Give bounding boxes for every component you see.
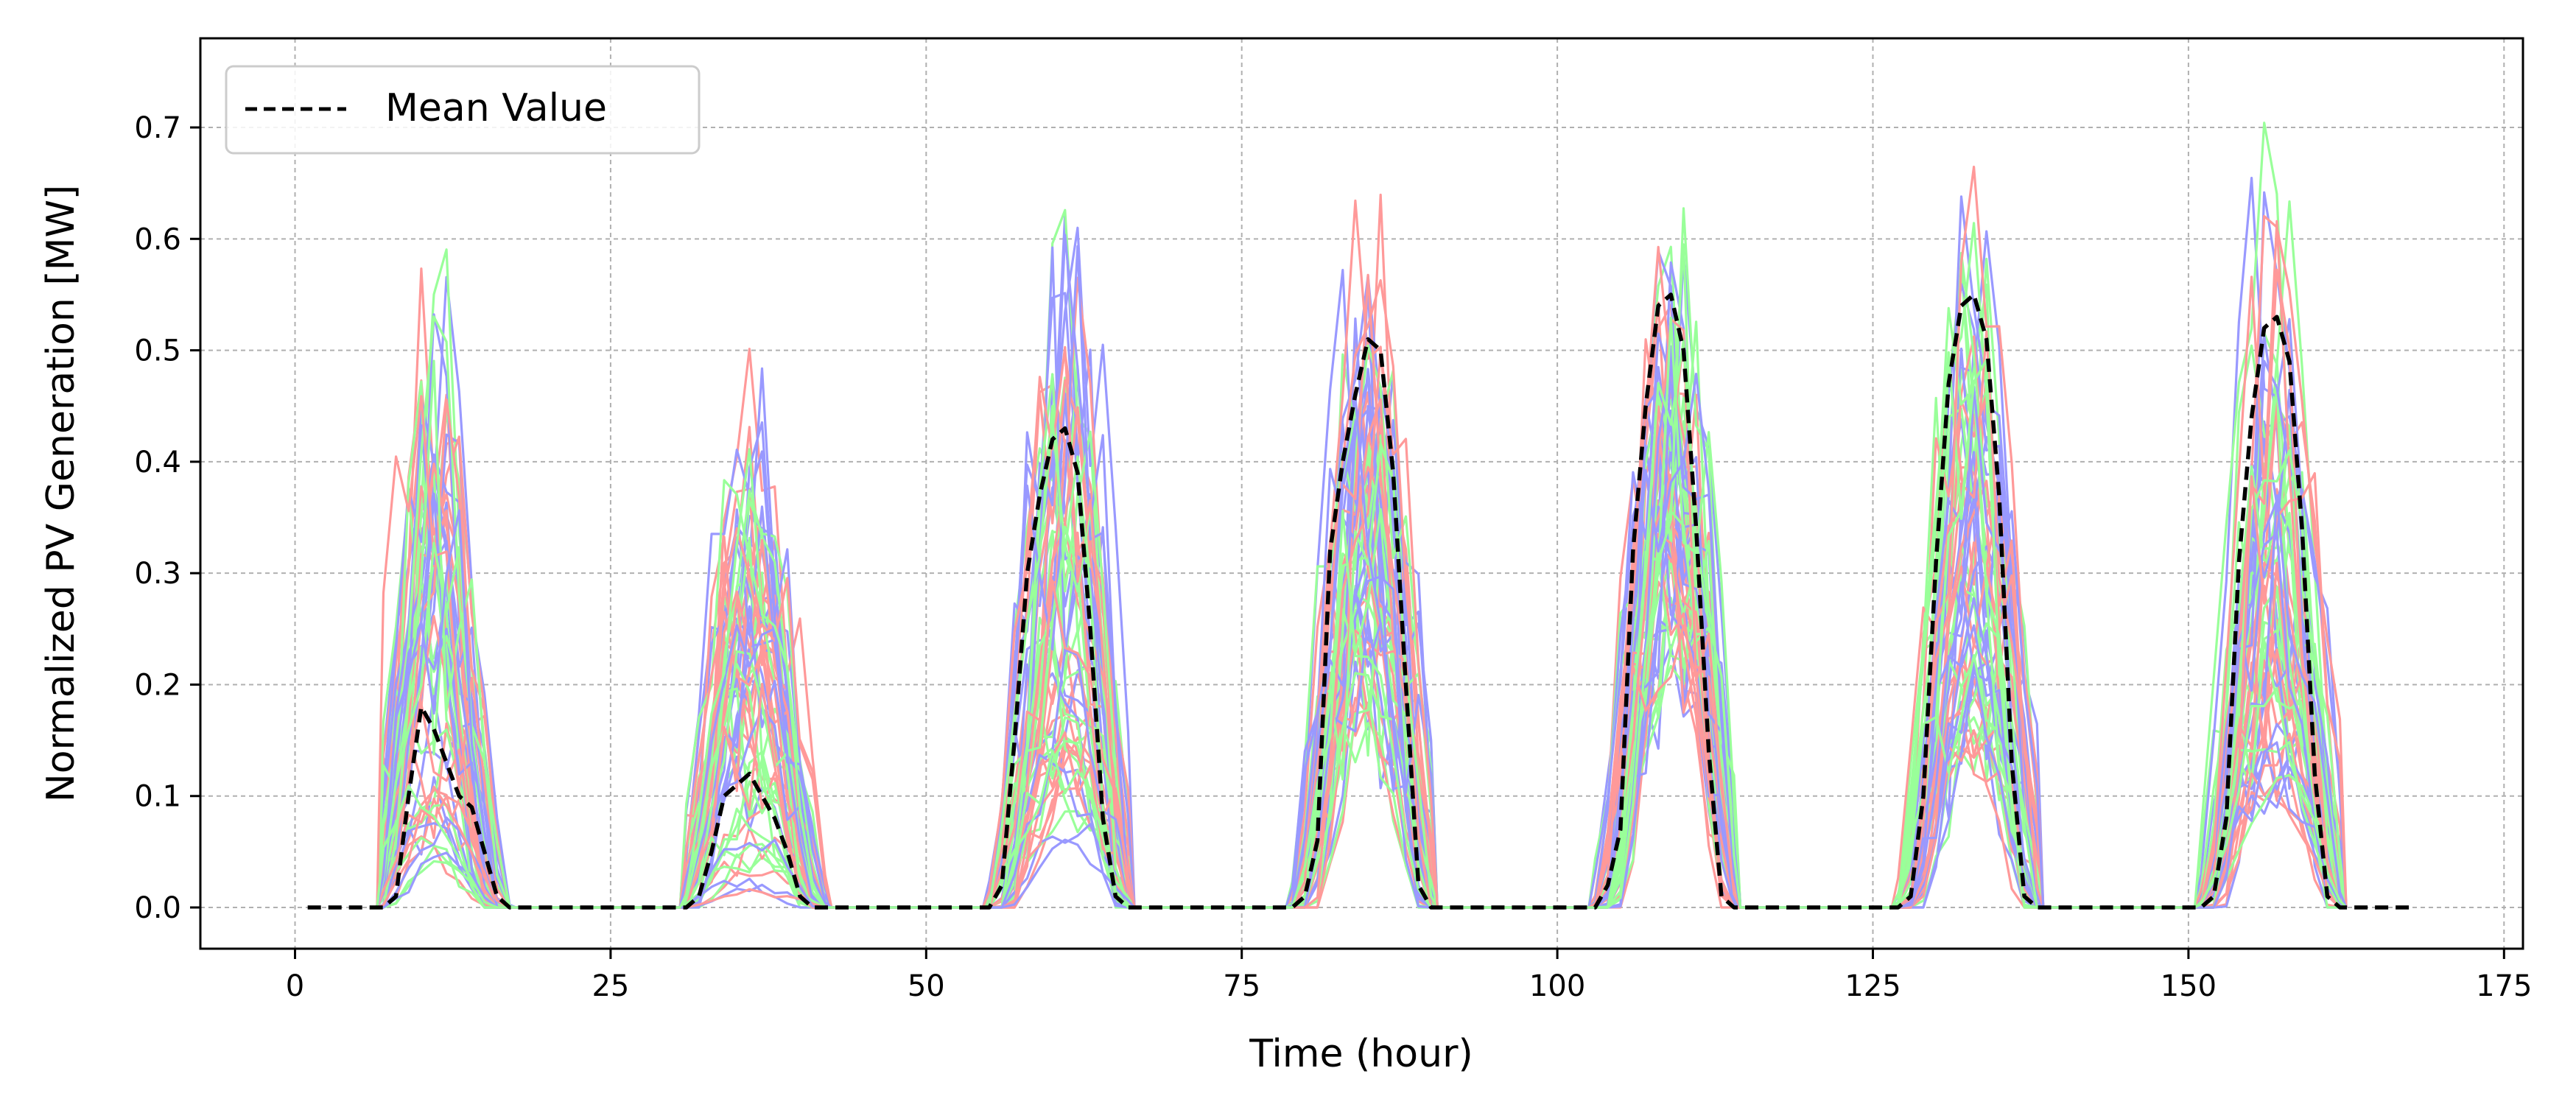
y-tick-label: 0.6 [134, 222, 181, 256]
y-tick-label: 0.2 [134, 668, 181, 702]
x-tick-label: 0 [286, 969, 304, 1003]
legend-mean-label: Mean Value [385, 86, 607, 130]
mean-value-line [307, 292, 2416, 910]
scenario-series-line [376, 361, 2348, 909]
mean-line-group [307, 292, 2416, 910]
legend-box [225, 65, 701, 155]
x-tick-label: 100 [1529, 969, 1585, 1003]
y-tick-label: 0.7 [134, 111, 181, 145]
y-axis-label: Normalized PV Generation [MW] [39, 185, 83, 802]
scenario-lines [376, 122, 2348, 909]
legend: Mean Value [225, 65, 701, 155]
x-tick-label: 150 [2161, 969, 2217, 1003]
scenario-series-line [376, 373, 2348, 909]
plot-frame [199, 37, 2524, 950]
y-tick-label: 0.5 [134, 334, 181, 368]
y-tick-label: 0.1 [134, 780, 181, 814]
x-tick-label: 75 [1223, 969, 1260, 1003]
scenario-series-line [376, 122, 2347, 909]
scenario-series-line [376, 340, 2348, 909]
scenario-series-line [376, 306, 2348, 909]
x-axis-label: Time (hour) [1249, 1032, 1473, 1076]
x-tick-label: 175 [2476, 969, 2532, 1003]
axis-ticks: 0 25 50 75 100 125 150 175 0.0 0.1 0.2 0.3 0.4 0.5 0.6… [134, 111, 2532, 1003]
x-tick-label: 125 [1845, 969, 1901, 1003]
scenario-series-line [376, 379, 2347, 909]
y-tick-label: 0.3 [134, 557, 181, 591]
x-tick-label: 50 [908, 969, 945, 1003]
y-tick-label: 0.0 [134, 891, 181, 925]
x-tick-label: 25 [592, 969, 629, 1003]
y-tick-label: 0.4 [134, 446, 181, 480]
scenario-series-line [376, 219, 2347, 909]
